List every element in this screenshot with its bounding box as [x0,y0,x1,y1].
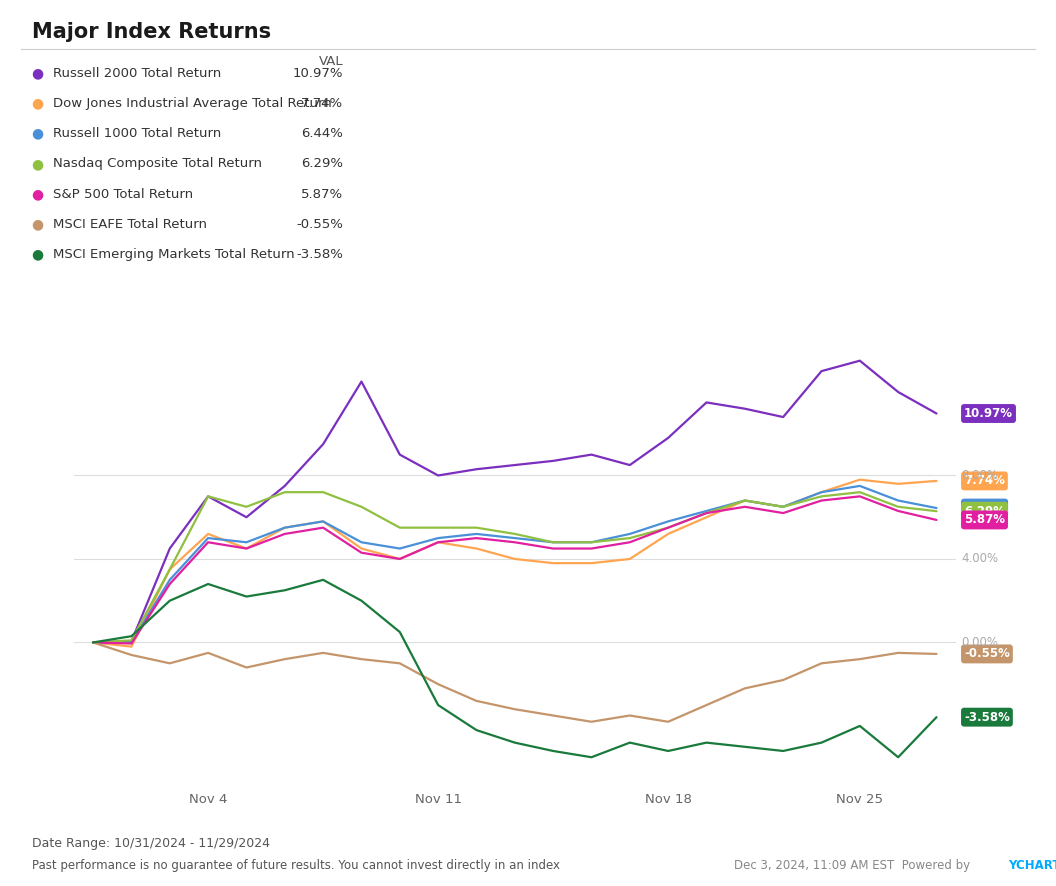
Text: Russell 2000 Total Return: Russell 2000 Total Return [53,67,221,80]
Text: -0.55%: -0.55% [964,648,1010,660]
Text: ●: ● [32,247,43,261]
Text: MSCI Emerging Markets Total Return: MSCI Emerging Markets Total Return [53,248,295,260]
Text: 5.87%: 5.87% [301,188,343,200]
Text: S&P 500 Total Return: S&P 500 Total Return [53,188,193,200]
Text: Nasdaq Composite Total Return: Nasdaq Composite Total Return [53,158,262,170]
Text: YCHARTS: YCHARTS [1008,859,1056,873]
Text: -3.58%: -3.58% [297,248,343,260]
Text: 5.87%: 5.87% [964,514,1005,526]
Text: 6.29%: 6.29% [964,505,1005,517]
Text: ●: ● [32,157,43,171]
Text: 4.00%: 4.00% [961,553,998,565]
Text: 7.74%: 7.74% [301,97,343,110]
Text: Date Range: 10/31/2024 - 11/29/2024: Date Range: 10/31/2024 - 11/29/2024 [32,837,269,851]
Text: -0.55%: -0.55% [297,218,343,230]
Text: 7.74%: 7.74% [964,474,1005,487]
Text: ●: ● [32,97,43,111]
Text: Russell 1000 Total Return: Russell 1000 Total Return [53,128,221,140]
Text: VAL: VAL [319,55,343,68]
Text: Major Index Returns: Major Index Returns [32,22,270,43]
Text: Dec 3, 2024, 11:09 AM EST  Powered by: Dec 3, 2024, 11:09 AM EST Powered by [734,859,974,873]
Text: 10.97%: 10.97% [293,67,343,80]
Text: ●: ● [32,127,43,141]
Text: Dow Jones Industrial Average Total Return: Dow Jones Industrial Average Total Retur… [53,97,332,110]
Text: 0.00%: 0.00% [961,636,998,649]
Text: ●: ● [32,66,43,81]
Text: 10.97%: 10.97% [964,407,1013,420]
Text: Past performance is no guarantee of future results. You cannot invest directly i: Past performance is no guarantee of futu… [32,859,560,873]
Text: 6.29%: 6.29% [301,158,343,170]
Text: 6.44%: 6.44% [301,128,343,140]
Text: MSCI EAFE Total Return: MSCI EAFE Total Return [53,218,207,230]
Text: 6.44%: 6.44% [964,501,1005,515]
Text: ●: ● [32,217,43,231]
Text: 8.00%: 8.00% [961,469,998,482]
Text: ●: ● [32,187,43,201]
Text: -3.58%: -3.58% [964,711,1010,724]
